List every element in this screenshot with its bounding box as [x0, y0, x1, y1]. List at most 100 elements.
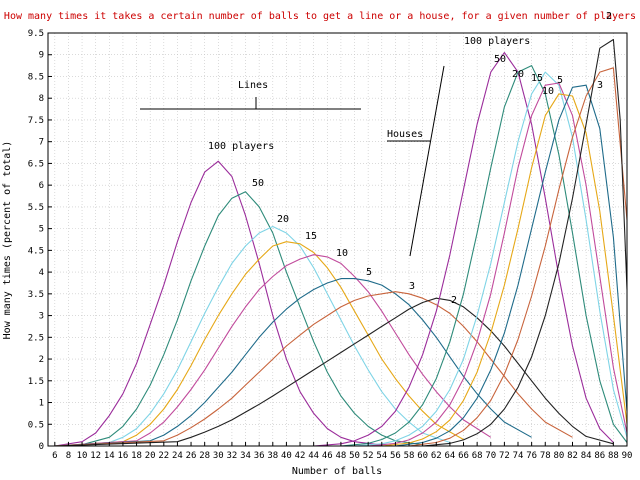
- x-tick-label: 66: [458, 451, 469, 461]
- lines-series-5: [54, 278, 532, 447]
- houses-label: Houses: [387, 129, 423, 140]
- x-tick-label: 34: [240, 451, 251, 461]
- line-label-3: 3: [409, 281, 415, 292]
- x-tick-label: 82: [567, 451, 578, 461]
- x-tick-label: 60: [417, 451, 428, 461]
- y-tick-label: 2.5: [28, 333, 44, 343]
- house-label-20: 20: [512, 69, 524, 80]
- x-tick-label: 50: [349, 451, 360, 461]
- x-tick-label: 38: [267, 451, 278, 461]
- x-tick-label: 12: [90, 451, 101, 461]
- x-tick-label: 88: [608, 451, 619, 461]
- line-label-20: 20: [277, 214, 289, 225]
- x-tick-label: 68: [472, 451, 483, 461]
- lines-series-3: [54, 291, 573, 447]
- x-tick-label: 42: [295, 451, 306, 461]
- x-tick-label: 86: [594, 451, 605, 461]
- x-tick-label: 26: [186, 451, 197, 461]
- x-tick-label: 78: [540, 451, 551, 461]
- x-tick-label: 58: [404, 451, 415, 461]
- line-label-2: 2: [451, 295, 457, 306]
- y-tick-label: 5: [39, 225, 44, 235]
- x-tick-label: 62: [431, 451, 442, 461]
- lines-series-2: [54, 297, 614, 447]
- x-tick-label: 72: [499, 451, 510, 461]
- house-label-50: 50: [494, 54, 506, 65]
- chart-annotations: Lines Houses 100 players 50 20 15 10 5 3…: [140, 11, 612, 306]
- x-tick-label: 28: [199, 451, 210, 461]
- houses-series-2: [422, 38, 628, 447]
- x-tick-label: 64: [444, 451, 455, 461]
- line-label-15: 15: [305, 231, 317, 242]
- x-tick-label: 16: [118, 451, 129, 461]
- x-tick-label: 84: [581, 451, 592, 461]
- x-tick-label: 10: [77, 451, 88, 461]
- y-tick-label: 4.5: [28, 246, 44, 256]
- y-tick-label: 8: [39, 94, 44, 104]
- line-label-10: 10: [336, 248, 348, 259]
- y-tick-label: 7.5: [28, 116, 44, 126]
- y-tick-label: 0: [39, 442, 44, 452]
- x-tick-label: 24: [172, 451, 183, 461]
- x-axis-label: Number of balls: [292, 466, 382, 477]
- x-tick-label: 20: [145, 451, 156, 461]
- houses-series-100-players: [313, 52, 614, 447]
- x-tick-label: 22: [158, 451, 169, 461]
- y-tick-label: 1: [39, 399, 44, 409]
- lines-series-50: [54, 191, 423, 447]
- line-label-100: 100 players: [208, 141, 274, 152]
- y-tick-label: 4: [39, 268, 44, 278]
- x-tick-label: 18: [131, 451, 142, 461]
- x-tick-label: 44: [308, 451, 319, 461]
- x-tick-label: 70: [485, 451, 496, 461]
- y-tick-label: 8.5: [28, 72, 44, 82]
- lines-series-20: [54, 225, 451, 447]
- y-tick-label: 7: [39, 138, 44, 148]
- house-label-5: 5: [557, 75, 563, 86]
- x-tick-label: 32: [226, 451, 237, 461]
- x-tick-label: 76: [526, 451, 537, 461]
- houses-series-50: [340, 65, 628, 447]
- lines-series-15: [54, 241, 464, 447]
- chart-grid: [48, 32, 628, 447]
- lines-label: Lines: [238, 80, 268, 91]
- x-tick-label: 40: [281, 451, 292, 461]
- house-label-100: 100 players: [464, 36, 530, 47]
- y-tick-label: 5.5: [28, 203, 44, 213]
- houses-series-15: [368, 82, 628, 447]
- y-tick-label: 3.5: [28, 290, 44, 300]
- x-tick-label: 74: [513, 451, 524, 461]
- line-label-5: 5: [366, 267, 372, 278]
- x-tick-label: 90: [622, 451, 633, 461]
- y-tick-label: 1.5: [28, 377, 44, 387]
- lines-series-100-players: [54, 160, 382, 447]
- house-label-15: 15: [531, 73, 543, 84]
- plot-frame: [47, 32, 628, 447]
- chart-title: How many times it takes a certain number…: [4, 11, 636, 22]
- houses-bracket-stem: [409, 65, 445, 257]
- house-label-3: 3: [597, 80, 603, 91]
- x-tick-label: 8: [66, 451, 71, 461]
- y-tick-label: 0.5: [28, 420, 44, 430]
- x-tick-label: 52: [363, 451, 374, 461]
- houses-series-10: [381, 93, 628, 447]
- y-tick-label: 6.5: [28, 159, 44, 169]
- x-tick-label: 80: [553, 451, 564, 461]
- y-axis-label: How many times (percent of total): [2, 141, 13, 340]
- house-label-10: 10: [542, 86, 554, 97]
- series-layer: [54, 38, 628, 447]
- x-tick-label: 48: [335, 451, 346, 461]
- x-tick-label: 54: [376, 451, 387, 461]
- y-tick-label: 6: [39, 181, 44, 191]
- lines-series-10: [54, 254, 492, 447]
- houses-series-20: [354, 71, 628, 447]
- y-tick-label: 3: [39, 312, 44, 322]
- x-tick-label: 36: [254, 451, 265, 461]
- y-tick-label: 2: [39, 355, 44, 365]
- x-tick-label: 30: [213, 451, 224, 461]
- y-tick-label: 9.5: [28, 29, 44, 39]
- x-tick-label: 56: [390, 451, 401, 461]
- x-tick-label: 46: [322, 451, 333, 461]
- line-label-50: 50: [252, 178, 264, 189]
